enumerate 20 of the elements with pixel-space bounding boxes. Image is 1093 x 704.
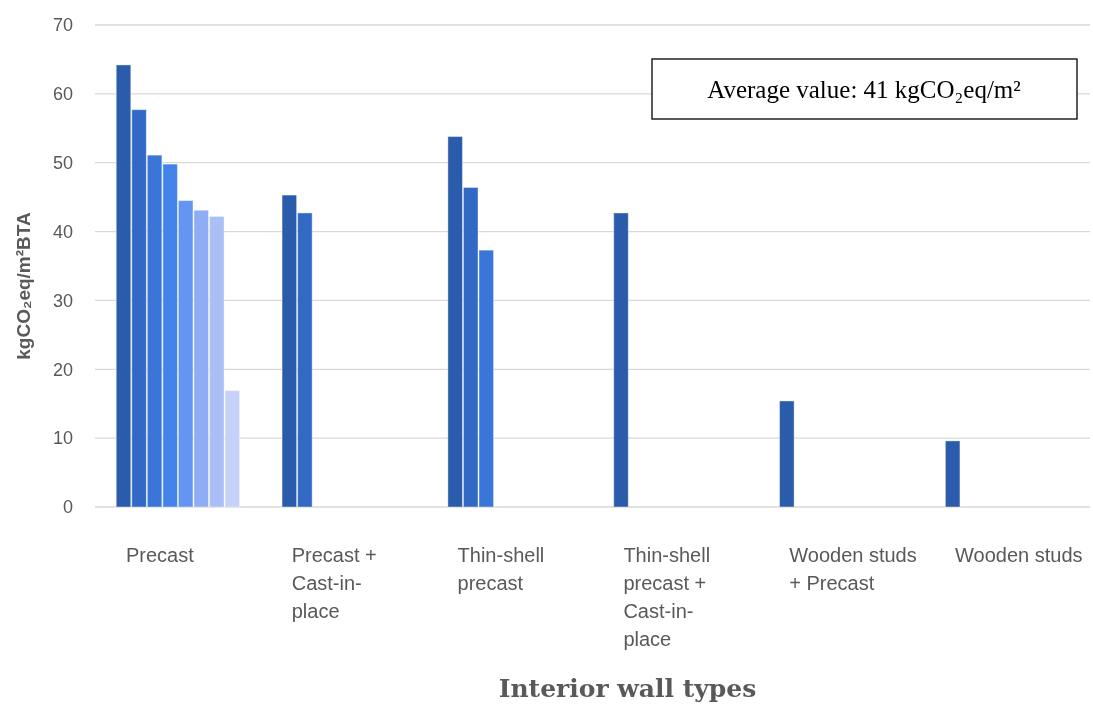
y-tick-label: 20 [52,359,73,380]
y-tick-label: 50 [52,153,73,174]
y-tick-label: 30 [52,290,73,311]
y-axis-title: kgCO₂eq/m²BTA [13,212,34,360]
y-tick-label: 60 [52,84,73,105]
x-tick-label: Wooden studs [955,544,1083,566]
bar [613,212,629,508]
x-tick-label: Thin-shell precast [457,544,545,594]
annotation: Average value: 41 kgCO₂eq/m² [707,76,1021,103]
x-tick-label: Precast [125,544,195,566]
y-tick-label: 70 [52,15,73,36]
bar [944,440,961,508]
x-axis-title: Interior wall types [498,674,757,703]
bar [779,400,795,508]
x-tick-label: Precast + Cast-in-place [291,544,377,622]
x-tick-label: Wooden studs + Precast [789,544,917,594]
y-tick-label: 0 [62,497,73,518]
y-tick-label: 10 [52,428,73,449]
y-tick-label: 40 [52,221,73,242]
x-tick-label: Thin-shell precast + Cast-in-place [623,544,711,650]
